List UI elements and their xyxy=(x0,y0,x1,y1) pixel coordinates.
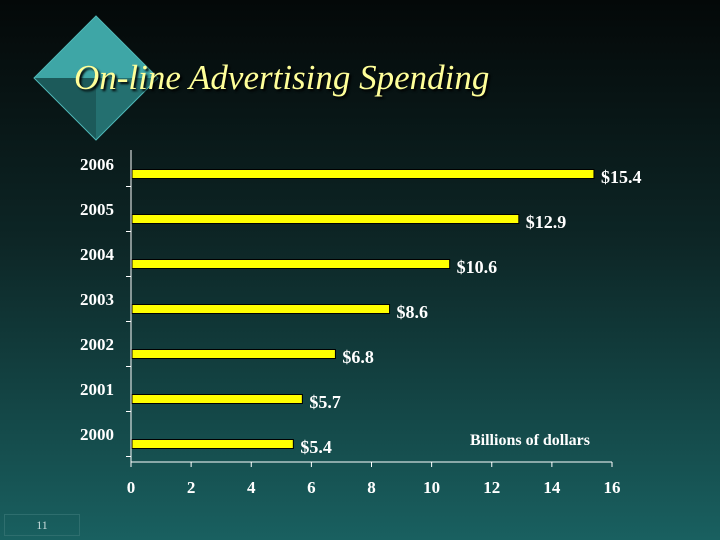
bar xyxy=(131,304,391,314)
bar xyxy=(131,394,303,404)
value-label: $12.9 xyxy=(526,212,567,232)
slide-number: 11 xyxy=(4,514,80,536)
diamond-logo-icon xyxy=(33,15,159,141)
chart-axes xyxy=(126,150,613,467)
category-label: 2004 xyxy=(80,245,115,264)
category-label: 2002 xyxy=(80,335,114,354)
category-label: 2003 xyxy=(80,290,114,309)
bar xyxy=(131,439,294,449)
category-label: 2006 xyxy=(80,155,114,174)
value-label: $15.4 xyxy=(601,167,642,187)
bar xyxy=(131,214,520,224)
x-tick-label: 14 xyxy=(543,478,561,497)
value-label: $8.6 xyxy=(397,302,429,322)
chart-bars xyxy=(131,169,595,449)
value-label: $5.4 xyxy=(300,437,332,457)
bar xyxy=(131,349,336,359)
bar xyxy=(131,259,451,269)
value-label: $6.8 xyxy=(342,347,374,367)
x-tick-label: 8 xyxy=(367,478,376,497)
x-tick-label: 10 xyxy=(423,478,440,497)
value-label: $10.6 xyxy=(457,257,498,277)
page-title: On-line Advertising Spending xyxy=(74,58,490,97)
x-tick-label: 4 xyxy=(247,478,256,497)
bar xyxy=(131,169,595,179)
value-label: $5.7 xyxy=(309,392,341,412)
category-label: 2001 xyxy=(80,380,114,399)
units-annotation: Billions of dollars xyxy=(470,432,590,449)
x-tick-label: 0 xyxy=(127,478,136,497)
x-tick-label: 16 xyxy=(604,478,621,497)
category-label: 2000 xyxy=(80,425,114,444)
chart-labels: 0 2 4 6 8 10 12 14 16 2006 $15.4 2005 $12.9 2004 $10.6… xyxy=(80,155,641,497)
x-tick-label: 6 xyxy=(307,478,316,497)
x-tick-label: 2 xyxy=(187,478,196,497)
x-tick-label: 12 xyxy=(483,478,500,497)
category-label: 2005 xyxy=(80,200,114,219)
